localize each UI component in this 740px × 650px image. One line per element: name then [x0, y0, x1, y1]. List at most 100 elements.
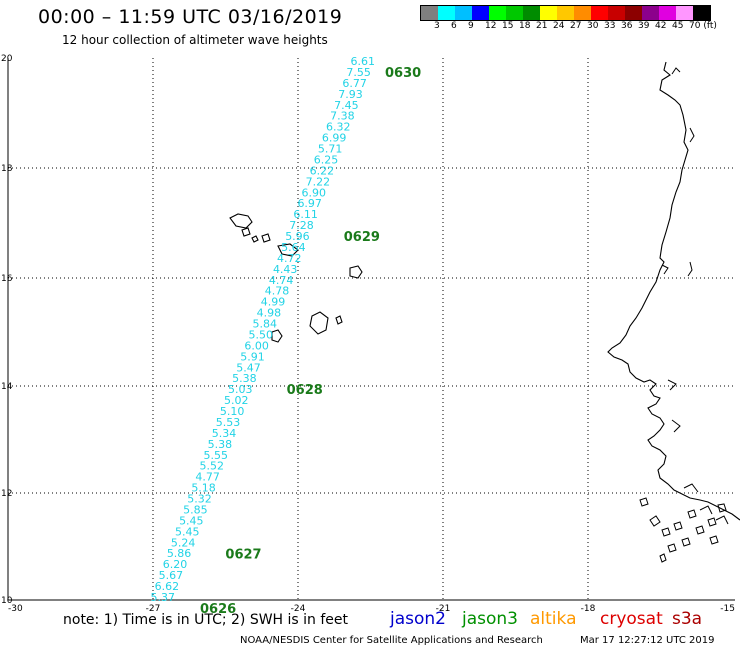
wave-height-value: 5.38: [232, 372, 257, 385]
wave-height-value: 5.03: [228, 383, 253, 396]
satellite-altika: altika: [530, 609, 577, 629]
longitude-label: -27: [146, 604, 161, 614]
pass-time-labels: 0630 0629 0628 0627 0626: [200, 66, 421, 617]
wave-height-value: 5.53: [216, 416, 241, 429]
wave-height-value: 5.50: [248, 328, 273, 341]
wave-height-value: 5.38: [208, 438, 233, 451]
wave-height-value: 5.71: [318, 143, 343, 156]
wave-height-value: 5.91: [240, 350, 265, 363]
wave-height-value: 5.45: [175, 525, 200, 538]
wave-height-value: 7.38: [330, 110, 355, 123]
scale-swatch: [506, 6, 523, 20]
latitude-label: 20: [1, 54, 13, 64]
latitude-label: 12: [1, 489, 12, 499]
axis-tick-labels: 20 18 16 14 12 10-30 -27 -24 -21 -18 -15: [1, 54, 735, 614]
pass-time-label: 0629: [344, 230, 380, 245]
scale-label: 36: [621, 21, 633, 31]
scale-label: 21: [536, 21, 548, 31]
wave-height-value: 6.22: [310, 164, 335, 177]
wave-height-value: 6.32: [326, 121, 351, 134]
wave-height-value: 5.02: [224, 394, 249, 407]
wave-height-value: 5.10: [220, 405, 245, 418]
wave-height-value: 4.74: [269, 274, 294, 287]
satellite-jason2: jason2: [390, 609, 446, 629]
africa-coastline: [607, 61, 740, 521]
wave-height-value: 5.85: [183, 503, 208, 516]
wave-height-value: 6.77: [342, 77, 367, 90]
scale-label: 9: [468, 21, 474, 31]
scale-label: 39: [638, 21, 650, 31]
wave-height-value: 6.25: [314, 153, 339, 166]
scale-label: 12: [485, 21, 497, 31]
scale-swatch: [438, 6, 455, 20]
wave-height-value: 6.11: [293, 208, 318, 221]
latitude-label: 18: [1, 164, 13, 174]
pass-time-label: 0626: [200, 602, 236, 617]
longitude-label: -24: [291, 604, 306, 614]
satellite-cryosat: cryosat: [600, 609, 663, 629]
scale-label: 6: [451, 21, 457, 31]
scale-swatch: [540, 6, 557, 20]
wave-height-value: 5.52: [199, 460, 224, 473]
map-subtitle: 12 hour collection of altimeter wave hei…: [62, 33, 328, 47]
wave-height-value: 7.28: [289, 219, 314, 232]
latitude-label: 16: [1, 274, 13, 284]
wave-height-value: 5.34: [212, 427, 237, 440]
wave-height-value: 5.18: [191, 482, 216, 495]
scale-swatch: [642, 6, 659, 20]
scale-label: 18: [519, 21, 531, 31]
pass-time-label: 0628: [287, 383, 323, 398]
scale-label: 45: [672, 21, 684, 31]
wave-height-color-scale: [420, 5, 711, 21]
longitude-label: -15: [720, 604, 735, 614]
longitude-label: -18: [581, 604, 596, 614]
satellite-jason3: jason3: [462, 609, 518, 629]
scale-label: 70 (ft): [689, 21, 717, 31]
bijagos-islands: [639, 497, 727, 563]
wave-height-value: 6.97: [297, 197, 322, 210]
scale-swatch: [591, 6, 608, 20]
graticule: [8, 58, 735, 600]
wave-height-value: 4.78: [265, 285, 290, 298]
map-title: 00:00 – 11:59 UTC 03/16/2019: [38, 6, 343, 28]
wave-height-value: 4.98: [257, 307, 282, 320]
scale-swatch: [693, 6, 710, 20]
wave-height-value: 7.45: [334, 99, 359, 112]
wave-height-value: 6.61: [351, 55, 376, 68]
scale-label: 42: [655, 21, 667, 31]
pass-time-label: 0630: [385, 66, 421, 81]
scale-swatch: [608, 6, 625, 20]
pass-time-label: 0627: [225, 547, 261, 562]
wave-height-value: 5.37: [151, 591, 176, 604]
wave-height-value: 5.47: [236, 361, 261, 374]
sahara-inlet: [661, 67, 695, 277]
coastline-inlet: [667, 379, 729, 525]
wave-height-value: 6.62: [155, 580, 180, 593]
scale-swatch: [625, 6, 642, 20]
scale-label: 15: [502, 21, 514, 31]
cape-verde-islands: [229, 213, 363, 343]
wave-height-value: 7.55: [346, 66, 371, 79]
scale-swatch: [574, 6, 591, 20]
longitude-label: -30: [8, 604, 23, 614]
scale-swatch: [455, 6, 472, 20]
wave-height-value: 5.32: [187, 493, 212, 506]
wave-height-value: 5.55: [204, 449, 229, 462]
scale-swatch: [421, 6, 438, 20]
wave-height-value: 6.20: [163, 558, 188, 571]
wave-height-value: 5.67: [159, 569, 184, 582]
wave-height-value: 5.86: [167, 547, 192, 560]
scale-label: 33: [604, 21, 616, 31]
wave-height-value: 7.93: [338, 88, 363, 101]
scale-swatch: [523, 6, 540, 20]
wave-height-value: 4.77: [195, 471, 220, 484]
wave-height-value: 5.64: [281, 241, 306, 254]
credit-line: NOAA/NESDIS Center for Satellite Applica…: [240, 635, 543, 646]
scale-swatch: [676, 6, 693, 20]
wave-height-value: 4.72: [277, 252, 302, 265]
wave-height-value: 6.99: [322, 132, 347, 145]
scale-label: 30: [587, 21, 599, 31]
latitude-label: 10: [1, 596, 13, 606]
wave-height-value: 5.45: [179, 514, 204, 527]
